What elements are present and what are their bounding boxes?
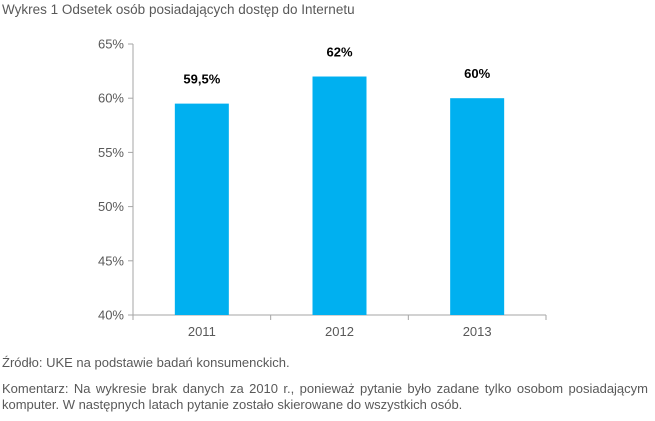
bar-2012 xyxy=(312,76,367,316)
x-tick-label: 2012 xyxy=(325,324,354,339)
data-label: 60% xyxy=(464,66,490,81)
y-tick-label: 60% xyxy=(98,91,124,106)
y-tick-label: 50% xyxy=(98,199,124,214)
y-tick-label: 65% xyxy=(98,37,124,52)
comment-note: Komentarz: Na wykresie brak danych za 20… xyxy=(2,381,648,412)
chart-axes: 40% 45% 50% 55% 60% 65% xyxy=(98,37,547,323)
data-label: 59,5% xyxy=(183,72,220,87)
x-tick-label: 2011 xyxy=(188,324,216,339)
bar-2013 xyxy=(450,98,505,315)
x-tick-label: 2013 xyxy=(463,324,492,339)
bar-chart: 40% 45% 50% 55% 60% 65% 2011 59,5% 2012 62% 2013 6… xyxy=(98,37,547,339)
chart-title: Wykres 1 Odsetek osób posiadających dost… xyxy=(2,2,355,17)
data-label: 62% xyxy=(326,45,352,60)
y-tick-label: 55% xyxy=(98,145,124,160)
chart-bars xyxy=(174,76,505,316)
bar-2011 xyxy=(174,103,229,316)
y-tick-label: 45% xyxy=(98,253,124,268)
source-note: Źródło: UKE na podstawie badań konsumenc… xyxy=(2,355,290,370)
y-tick-label: 40% xyxy=(98,308,124,323)
chart-labels: 2011 59,5% 2012 62% 2013 60% xyxy=(183,45,491,339)
